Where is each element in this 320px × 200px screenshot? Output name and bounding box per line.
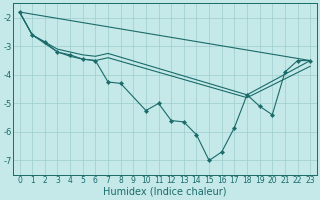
X-axis label: Humidex (Indice chaleur): Humidex (Indice chaleur) [103,187,227,197]
